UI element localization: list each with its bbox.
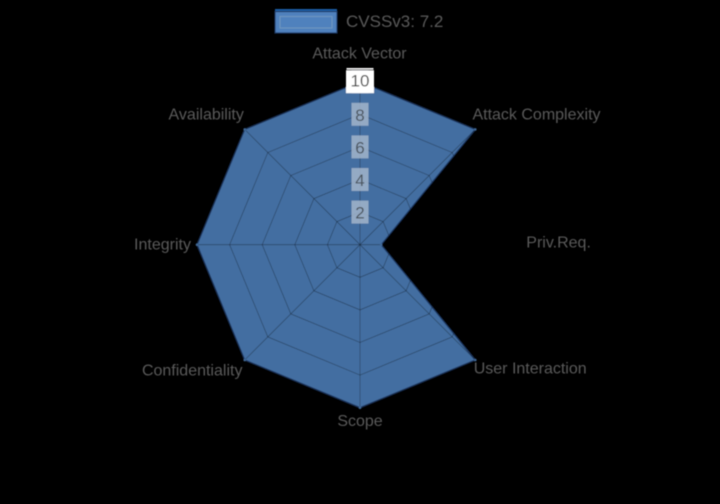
- svg-text:6: 6: [355, 138, 364, 157]
- svg-text:User Interaction: User Interaction: [474, 361, 587, 378]
- svg-text:Integrity: Integrity: [134, 237, 191, 254]
- svg-text:Availability: Availability: [169, 107, 244, 124]
- svg-text:4: 4: [355, 171, 364, 190]
- svg-text:Priv.Req.: Priv.Req.: [526, 235, 591, 252]
- svg-text:2: 2: [355, 204, 364, 223]
- svg-text:10: 10: [351, 72, 370, 91]
- svg-text:8: 8: [355, 106, 364, 125]
- svg-text:Attack Vector: Attack Vector: [312, 46, 407, 63]
- svg-text:Scope: Scope: [337, 413, 382, 430]
- svg-text:Attack Complexity: Attack Complexity: [472, 107, 600, 124]
- svg-text:Confidentiality: Confidentiality: [142, 362, 243, 379]
- svg-text:CVSSv3: 7.2: CVSSv3: 7.2: [346, 12, 443, 31]
